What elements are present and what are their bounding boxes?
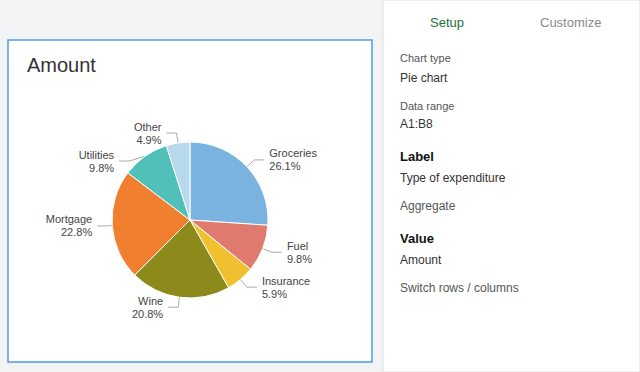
svg-text:Insurance: Insurance: [262, 275, 310, 287]
svg-text:A1:B8: A1:B8: [400, 117, 433, 131]
svg-text:9.8%: 9.8%: [89, 162, 114, 174]
svg-text:Data range: Data range: [400, 100, 454, 112]
svg-text:Switch rows / columns: Switch rows / columns: [400, 281, 519, 295]
svg-text:4.9%: 4.9%: [136, 134, 161, 146]
svg-text:Customize: Customize: [540, 15, 601, 30]
svg-text:Pie chart: Pie chart: [400, 71, 448, 85]
svg-text:Fuel: Fuel: [287, 240, 308, 252]
svg-text:Chart type: Chart type: [400, 52, 451, 64]
svg-text:22.8%: 22.8%: [61, 226, 92, 238]
svg-text:Mortgage: Mortgage: [46, 213, 92, 225]
svg-text:Utilities: Utilities: [79, 149, 115, 161]
svg-text:Value: Value: [400, 231, 434, 246]
svg-text:20.8%: 20.8%: [132, 308, 163, 320]
svg-text:Amount: Amount: [400, 253, 442, 267]
svg-text:Groceries: Groceries: [269, 147, 317, 159]
svg-text:Wine: Wine: [138, 295, 163, 307]
svg-text:26.1%: 26.1%: [269, 160, 300, 172]
svg-text:Amount: Amount: [27, 54, 96, 76]
svg-text:9.8%: 9.8%: [287, 253, 312, 265]
svg-text:5.9%: 5.9%: [262, 288, 287, 300]
svg-text:Type of expenditure: Type of expenditure: [400, 171, 506, 185]
svg-text:Setup: Setup: [430, 15, 464, 30]
svg-text:Other: Other: [134, 121, 162, 133]
svg-text:Aggregate: Aggregate: [400, 199, 456, 213]
svg-text:Label: Label: [400, 149, 434, 164]
